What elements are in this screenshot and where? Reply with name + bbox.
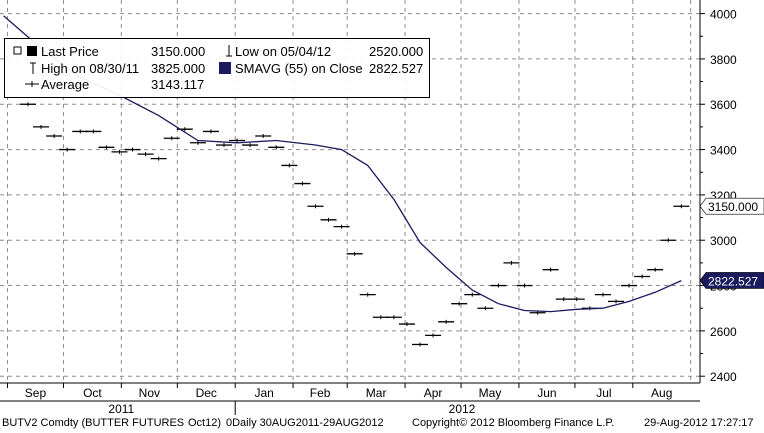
- average-marker: [25, 81, 39, 87]
- price-series: [20, 102, 690, 347]
- sma-series: [3, 15, 682, 313]
- last-price-tag: 3150.000: [708, 200, 758, 214]
- x-tick-label: Apr: [424, 386, 443, 400]
- legend-average-label: Average: [41, 77, 90, 92]
- last-price-tag-bg: [699, 197, 764, 215]
- y-tick-label: 3600: [710, 98, 737, 112]
- legend-sma-label: SMAVG (55) on Close: [235, 61, 363, 76]
- sma-tag: 2822.527: [708, 274, 758, 288]
- legend-high-value: 3825.000: [151, 61, 206, 76]
- x-tick-label: Nov: [139, 386, 160, 400]
- axes: [0, 0, 705, 415]
- y-tick-label: 2600: [710, 325, 737, 339]
- y-tick-label: 3000: [710, 234, 737, 248]
- legend-last-price-label: Last Price: [41, 44, 99, 59]
- high-marker: [30, 62, 36, 74]
- x-tick-label: May: [479, 386, 502, 400]
- axis-labels: 240026002800300032003400360038004000SepO…: [25, 8, 764, 416]
- footer-copyright: Copyright© 2012 Bloomberg Finance L.P.: [412, 417, 615, 429]
- x-tick-label: Jan: [254, 386, 273, 400]
- legend-low-value: 2520.000: [369, 44, 424, 59]
- x-tick-label: Sep: [25, 386, 47, 400]
- x-tick-label: Mar: [366, 386, 387, 400]
- footer: BUTV2 Comdty (BUTTER FUTURES Oct12) 0Dai…: [0, 415, 764, 433]
- low-marker: [226, 45, 232, 57]
- y-tick-label: 3800: [710, 53, 737, 67]
- y-tick-label: 3400: [710, 144, 737, 158]
- x-tick-label: Jul: [596, 386, 611, 400]
- y-tick-label: 4000: [710, 8, 737, 22]
- sma-line: [3, 15, 682, 313]
- sma-marker: [219, 62, 231, 74]
- footer-contract: Oct12): [188, 417, 222, 429]
- x-tick-label: Dec: [196, 386, 217, 400]
- legend-sma-value: 2822.527: [369, 61, 424, 76]
- year-label: 2011: [108, 402, 134, 416]
- sma-tag-bg: [699, 272, 764, 289]
- legend-high-label: High on 08/30/11: [41, 61, 140, 76]
- legend-average-value: 3143.117: [151, 77, 205, 92]
- footer-range: 0Daily 30AUG2011-29AUG2012: [226, 417, 384, 429]
- x-tick-label: Feb: [310, 386, 331, 400]
- legend: Last Price 3150.000 High on 08/30/11 382…: [4, 38, 430, 98]
- last-price-marker: [13, 46, 37, 56]
- year-label: 2012: [449, 402, 476, 416]
- legend-last-price-value: 3150.000: [151, 44, 206, 59]
- footer-timestamp: 29-Aug-2012 17:27:17: [644, 417, 754, 429]
- legend-low-label: Low on 05/04/12: [235, 44, 332, 59]
- footer-ticker: BUTV2 Comdty (BUTTER FUTURES: [2, 417, 185, 429]
- x-tick-label: Jun: [537, 386, 556, 400]
- x-tick-label: Oct: [83, 386, 102, 400]
- y-tick-label: 2400: [710, 370, 737, 384]
- x-tick-label: Aug: [651, 386, 672, 400]
